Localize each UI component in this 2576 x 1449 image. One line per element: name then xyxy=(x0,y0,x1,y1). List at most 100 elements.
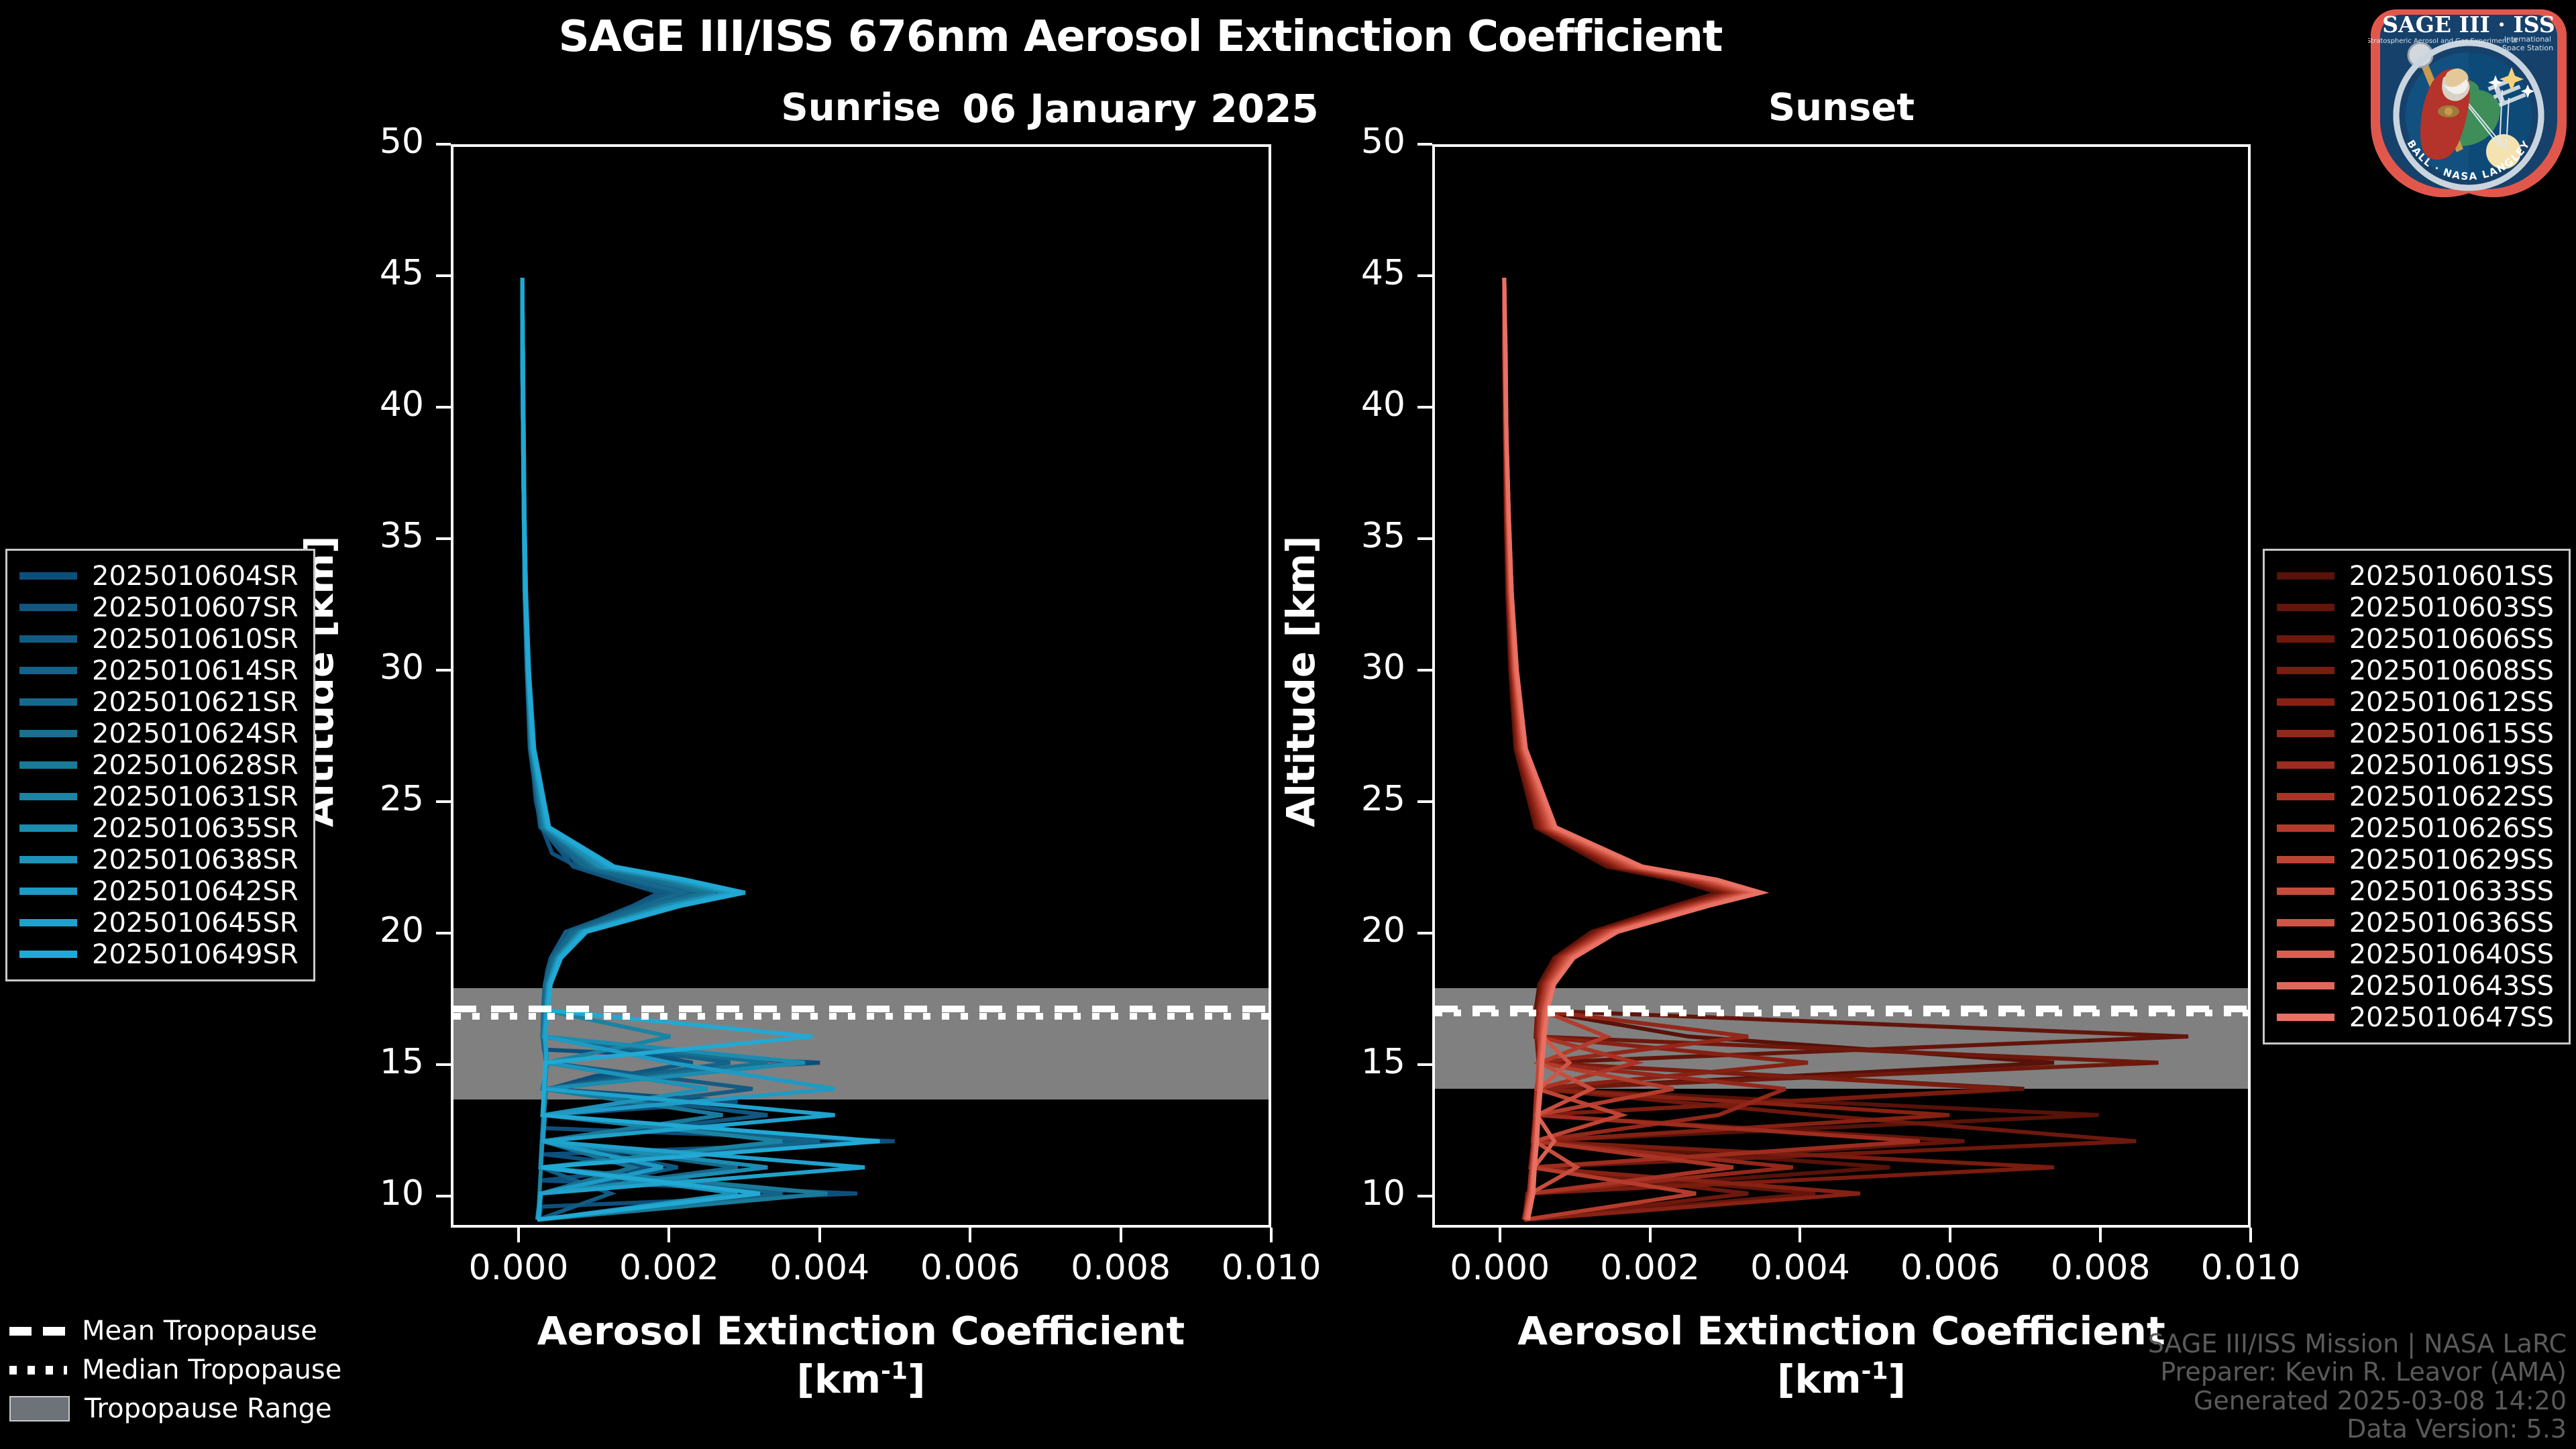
median-tropopause-line xyxy=(453,1012,1269,1020)
x-axis-tick-label: 0.006 xyxy=(1900,1248,2000,1288)
extinction-profile-curves xyxy=(453,147,1269,1225)
x-axis-tick xyxy=(2099,1228,2102,1242)
y-axis-tick-label: 30 xyxy=(379,647,424,688)
legend-color-swatch xyxy=(2276,730,2334,737)
legend-item-label: 2025010622SS xyxy=(2349,781,2554,812)
legend-item[interactable]: 2025010649SR xyxy=(19,938,299,970)
y-axis-tick xyxy=(436,800,451,803)
legend-item[interactable]: 2025010607SR xyxy=(19,592,299,623)
legend-item[interactable]: 2025010622SS xyxy=(2276,781,2554,812)
y-axis-tick xyxy=(436,668,451,672)
legend-item[interactable]: 2025010629SS xyxy=(2276,844,2554,875)
legend-item[interactable]: 2025010642SR xyxy=(19,875,299,907)
page-subtitle: 06 January 2025 xyxy=(962,86,1319,131)
legend-item[interactable]: 2025010621SR xyxy=(19,686,299,718)
x-axis-tick-label: 0.010 xyxy=(1221,1248,1322,1288)
legend-color-swatch xyxy=(2276,761,2334,769)
y-axis-tick-label: 20 xyxy=(379,910,424,951)
svg-text:SAGE III · ISS: SAGE III · ISS xyxy=(2382,11,2555,38)
legend-item[interactable]: 2025010631SR xyxy=(19,781,299,812)
legend-color-swatch xyxy=(2276,919,2334,926)
legend-item-label: 2025010624SR xyxy=(92,718,299,749)
x-axis-units: [km-1] xyxy=(1777,1356,1906,1402)
legend-item[interactable]: Mean Tropopause xyxy=(9,1311,341,1350)
y-axis-tick-label: 50 xyxy=(1360,121,1405,162)
legend-item[interactable]: 2025010638SR xyxy=(19,844,299,875)
legend-item[interactable]: 2025010636SS xyxy=(2276,907,2554,938)
x-axis-units: [km-1] xyxy=(796,1356,926,1402)
legend-item-label: 2025010626SS xyxy=(2349,812,2554,844)
profile-line xyxy=(523,278,865,1220)
y-axis-tick xyxy=(1417,537,1432,540)
legend-item[interactable]: 2025010640SS xyxy=(2276,938,2554,970)
x-axis-tick xyxy=(1498,1228,1501,1242)
legend-item-label: 2025010619SS xyxy=(2349,749,2554,781)
sunset-panel-title: Sunset xyxy=(1768,86,1915,129)
x-axis-tick-label: 0.000 xyxy=(468,1248,569,1288)
legend-sunset: 2025010601SS 2025010603SS 2025010606SS 2025… xyxy=(2262,549,2571,1044)
legend-color-swatch xyxy=(2276,856,2334,863)
y-axis-tick xyxy=(1417,668,1432,672)
legend-item[interactable]: 2025010619SS xyxy=(2276,749,2554,781)
profile-line xyxy=(523,278,895,1220)
legend-item[interactable]: 2025010624SR xyxy=(19,718,299,749)
legend-item[interactable]: 2025010643SS xyxy=(2276,970,2554,1002)
mean-tropopause-swatch xyxy=(9,1326,67,1336)
y-axis-tick-label: 15 xyxy=(379,1041,424,1082)
legend-item-label: 2025010638SR xyxy=(92,844,299,875)
legend-item[interactable]: Median Tropopause xyxy=(9,1350,341,1389)
legend-color-swatch xyxy=(2276,604,2334,611)
sunrise-panel-title: Sunrise xyxy=(781,86,941,129)
legend-item[interactable]: 2025010628SR xyxy=(19,749,299,781)
x-axis-tick xyxy=(818,1228,821,1242)
legend-item[interactable]: 2025010615SS xyxy=(2276,718,2554,749)
legend-color-swatch xyxy=(19,919,77,926)
x-axis-tick-label: 0.008 xyxy=(1071,1248,1171,1288)
credits-line-4: Data Version: 5.3 xyxy=(2347,1414,2567,1444)
legend-item[interactable]: 2025010610SR xyxy=(19,623,299,655)
legend-item-label: 2025010603SS xyxy=(2349,592,2554,623)
legend-color-swatch xyxy=(19,698,77,706)
legend-color-swatch xyxy=(19,761,77,769)
legend-item-label: Median Tropopause xyxy=(82,1354,342,1385)
y-axis-tick-label: 35 xyxy=(1360,515,1405,556)
legend-item-label: 2025010628SR xyxy=(92,749,299,781)
y-axis-tick xyxy=(1417,1063,1432,1066)
legend-item[interactable]: 2025010614SR xyxy=(19,655,299,686)
legend-item-label: 2025010642SR xyxy=(92,875,299,907)
legend-color-swatch xyxy=(19,667,77,674)
sunrise-plot-panel xyxy=(451,144,1271,1228)
legend-item[interactable]: 2025010606SS xyxy=(2276,623,2554,655)
legend-item-label: 2025010604SR xyxy=(92,560,299,592)
legend-item[interactable]: 2025010635SR xyxy=(19,812,299,844)
y-axis-tick-label: 45 xyxy=(1360,252,1405,293)
legend-item[interactable]: 2025010633SS xyxy=(2276,875,2554,907)
legend-item[interactable]: 2025010612SS xyxy=(2276,686,2554,718)
legend-color-swatch xyxy=(19,824,77,832)
legend-item[interactable]: 2025010608SS xyxy=(2276,655,2554,686)
legend-item[interactable]: Tropopause Range xyxy=(9,1389,341,1428)
legend-color-swatch xyxy=(19,635,77,643)
legend-color-swatch xyxy=(2276,951,2334,958)
y-axis-title: Altitude [km] xyxy=(1278,535,1324,827)
mean-tropopause-line xyxy=(1435,1006,2248,1013)
sunset-plot-panel xyxy=(1432,144,2251,1228)
legend-item[interactable]: 2025010626SS xyxy=(2276,812,2554,844)
legend-item[interactable]: 2025010604SR xyxy=(19,560,299,592)
legend-color-swatch xyxy=(2276,698,2334,706)
legend-item[interactable]: 2025010647SS xyxy=(2276,1002,2554,1033)
legend-color-swatch xyxy=(19,951,77,958)
x-axis-tick xyxy=(1799,1228,1802,1242)
svg-text:Stratospheric Aerosol and Gas: Stratospheric Aerosol and Gas Experiment… xyxy=(2368,38,2517,45)
legend-item[interactable]: 2025010645SR xyxy=(19,907,299,938)
x-axis-tick xyxy=(1119,1228,1122,1242)
svg-text:Space Station: Space Station xyxy=(2502,44,2553,52)
legend-color-swatch xyxy=(2276,982,2334,989)
y-axis-tick xyxy=(1417,800,1432,803)
y-axis-tick xyxy=(1417,1194,1432,1197)
legend-item-label: 2025010649SR xyxy=(92,938,299,970)
legend-item[interactable]: 2025010601SS xyxy=(2276,560,2554,592)
median-tropopause-line xyxy=(1435,1010,2248,1017)
legend-color-swatch xyxy=(2276,572,2334,580)
legend-item[interactable]: 2025010603SS xyxy=(2276,592,2554,623)
